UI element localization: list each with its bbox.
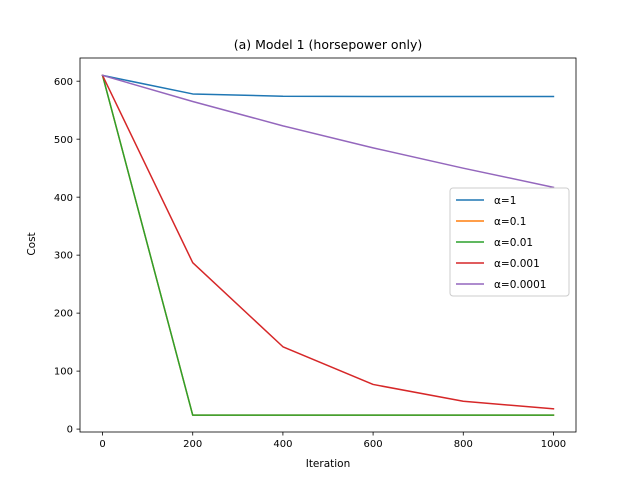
legend-label-1: α=0.1: [494, 216, 526, 228]
legend-label-3: α=0.001: [494, 258, 540, 270]
x-tick-label-3: 600: [364, 439, 383, 450]
series-line-0: [101, 74, 555, 98]
legend-label-4: α=0.0001: [494, 279, 546, 291]
y-axis-label: Cost: [26, 232, 38, 255]
y-tick-label-2: 200: [54, 309, 73, 320]
legend-box: [449, 187, 570, 297]
y-tick-label-0: 0: [67, 425, 73, 436]
y-tick-label-4: 400: [54, 193, 73, 204]
chart-title: (a) Model 1 (horsepower only): [234, 37, 423, 52]
x-tick-label-2: 400: [273, 439, 292, 450]
y-tick-label-1: 100: [54, 367, 73, 378]
axes-frame: [79, 57, 577, 433]
y-tick-label-3: 300: [54, 251, 73, 262]
axes: 0 200 400 600 800 1000 0 100 200 300 400 500 600: [54, 57, 577, 450]
legend-label-2: α=0.01: [494, 237, 533, 249]
plot-area: [101, 74, 555, 416]
x-tick-label-1: 200: [183, 439, 202, 450]
legend: α=1 α=0.1 α=0.01 α=0.001 α=0.0001: [449, 187, 570, 297]
x-tick-label-5: 1000: [541, 439, 566, 450]
series-line-3: [101, 74, 555, 410]
y-tick-label-5: 500: [54, 135, 73, 146]
legend-label-0: α=1: [494, 195, 516, 207]
x-axis-label: Iteration: [306, 458, 351, 470]
series-line-2: [101, 74, 555, 416]
x-tick-label-4: 800: [454, 439, 473, 450]
x-tick-label-0: 0: [99, 439, 105, 450]
series-line-4: [101, 74, 555, 189]
y-tick-label-6: 600: [54, 77, 73, 88]
